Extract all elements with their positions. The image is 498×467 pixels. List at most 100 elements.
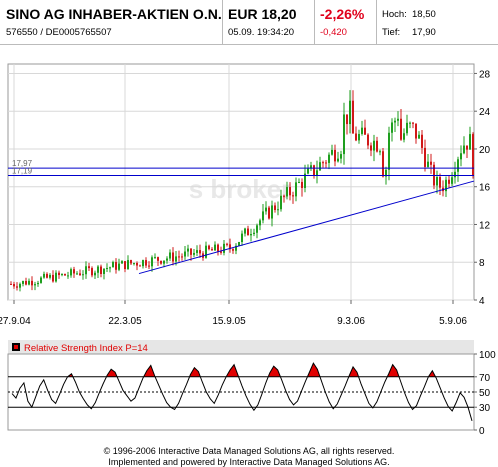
candle-down: [289, 187, 291, 196]
candle-down: [100, 266, 102, 274]
candle-down: [136, 263, 138, 266]
candle-down: [430, 161, 432, 165]
candle-down: [466, 145, 468, 150]
candle-up: [379, 151, 381, 153]
candle-up: [103, 268, 105, 274]
candle-down: [25, 280, 27, 285]
candle-up: [109, 267, 111, 269]
low-value: 17,90: [412, 27, 436, 38]
candle-up: [214, 244, 216, 251]
y-tick-label: 16: [479, 183, 491, 194]
candle-up: [349, 100, 351, 125]
candle-down: [415, 123, 417, 139]
candle-down: [292, 195, 294, 197]
y-tick-label: 12: [479, 220, 491, 231]
candle-down: [421, 134, 423, 148]
candle-up: [385, 169, 387, 177]
candle-down: [232, 249, 234, 251]
copyright-line: © 1996-2006 Interactive Data Managed Sol…: [103, 446, 395, 456]
candle-down: [145, 260, 147, 266]
candle-up: [337, 158, 339, 162]
candle-down: [220, 251, 222, 253]
candle-up: [76, 273, 78, 275]
candle-up: [193, 252, 195, 255]
candle-up: [304, 173, 306, 188]
candle-down: [46, 273, 48, 278]
low-label: Tief:: [382, 27, 401, 38]
candle-up: [280, 195, 282, 210]
candle-down: [355, 133, 357, 141]
candle-down: [16, 286, 18, 288]
candle-up: [187, 248, 189, 252]
candle-up: [460, 153, 462, 160]
candle-up: [250, 234, 252, 236]
candle-up: [343, 114, 345, 155]
quote-header: SINO AG INHABER-AKTIEN O.N. 576550 / DE0…: [0, 0, 498, 45]
candle-up: [262, 211, 264, 221]
candle-down: [301, 181, 303, 188]
watermark: s broker: [189, 174, 292, 204]
candle-up: [112, 262, 114, 268]
candle-up: [106, 268, 108, 270]
candle-up: [82, 274, 84, 276]
candle-up: [40, 277, 42, 283]
trendline: [138, 180, 475, 275]
candle-up: [391, 122, 393, 133]
quote-datetime: 05.09. 19:34:20: [228, 27, 295, 38]
y-tick-label: 4: [479, 296, 485, 307]
y-tick-label: 24: [479, 107, 491, 118]
candle-down: [178, 256, 180, 258]
rsi-title-bar: [8, 340, 474, 354]
y-tick-label: 20: [479, 145, 491, 156]
candle-down: [124, 261, 126, 270]
candle-up: [331, 149, 333, 155]
candle-down: [52, 274, 54, 282]
candle-up: [43, 273, 45, 278]
x-tick-label: 5.9.06: [439, 316, 467, 327]
candle-up: [151, 257, 153, 267]
candle-up: [316, 170, 318, 176]
candle-down: [322, 162, 324, 164]
candle-down: [400, 118, 402, 140]
candle-up: [196, 250, 198, 253]
candle-up: [427, 161, 429, 167]
candle-up: [403, 133, 405, 140]
candle-down: [229, 244, 231, 250]
candle-down: [172, 252, 174, 262]
candle-up: [184, 251, 186, 257]
candle-up: [445, 179, 447, 192]
candle-up: [253, 232, 255, 235]
candle-up: [244, 228, 246, 234]
x-tick-label: 22.3.05: [108, 316, 142, 327]
candle-up: [388, 132, 390, 170]
candle-up: [34, 284, 36, 286]
candle-down: [130, 260, 132, 264]
candle-down: [364, 127, 366, 135]
rsi-tick-label: 70: [479, 373, 491, 384]
candle-up: [37, 282, 39, 285]
candle-down: [274, 205, 276, 211]
candle-down: [346, 114, 348, 125]
candle-up: [397, 118, 399, 121]
candle-up: [340, 154, 342, 159]
x-tick-label: 27.9.04: [0, 316, 31, 327]
level-label: 17,97: [12, 159, 33, 168]
candle-up: [55, 272, 57, 282]
candle-up: [451, 177, 453, 184]
change-absolute: -0,420: [320, 27, 347, 38]
candle-up: [361, 127, 363, 134]
candle-down: [88, 266, 90, 269]
candle-down: [64, 273, 66, 276]
candle-down: [448, 179, 450, 184]
candle-up: [454, 171, 456, 178]
last-price: EUR 18,20: [228, 6, 297, 22]
candle-down: [439, 177, 441, 188]
y-tick-label: 8: [479, 258, 485, 269]
candle-down: [58, 272, 60, 276]
candle-down: [211, 249, 213, 251]
candle-up: [61, 273, 63, 276]
candle-up: [406, 122, 408, 134]
x-tick-label: 15.9.05: [212, 316, 246, 327]
change-percent: -2,26%: [320, 6, 365, 22]
